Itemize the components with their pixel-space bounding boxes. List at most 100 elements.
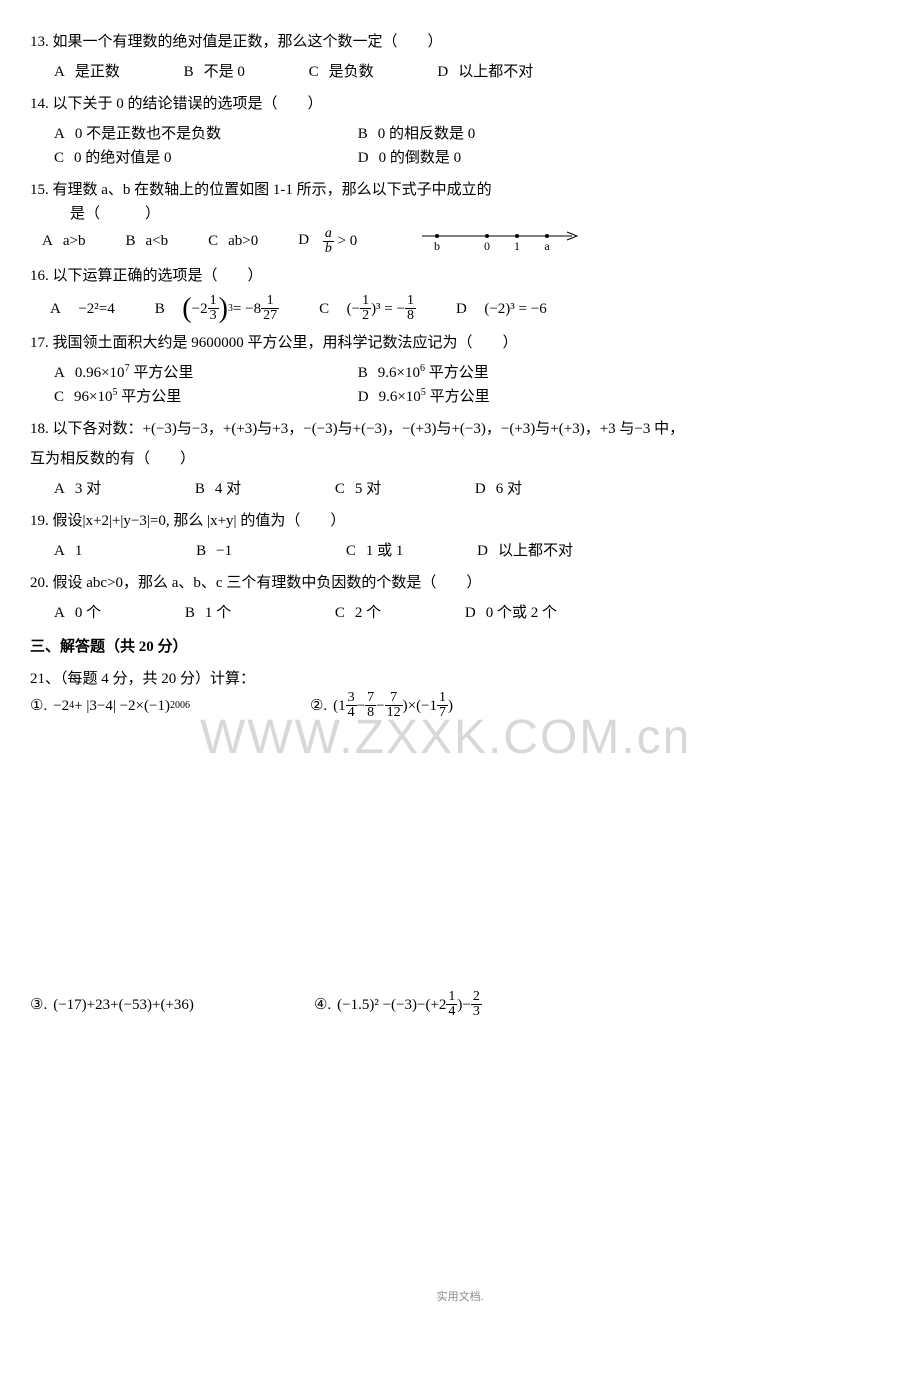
q18-opt-d: D6 对 [475,477,522,501]
c4f2n: 2 [471,990,482,1005]
q13-opt-d: D以上都不对 [437,60,533,84]
work-space-2 [30,1029,890,1249]
q15-b-text: a<b [145,233,168,249]
q20-opt-a: A0 个 [54,601,101,625]
c2f3d: 12 [385,706,403,720]
calc2-f4: 17 [437,691,448,720]
svg-text:1: 1 [514,239,520,253]
q16-b-eq: = −8 [233,297,261,321]
q14-b-text: 0 的相反数是 0 [378,126,476,142]
c4f1d: 4 [446,1005,457,1019]
q16-options: A −2²=4 B ( −2 1 3 )3 = −8 1 27 C (− 1 [30,294,890,323]
question-14: 14. 以下关于 0 的结论错误的选项是（ ） A0 不是正数也不是负数 B0 … [30,92,890,170]
q15-d-suf: > 0 [338,232,358,248]
page-content: 13. 如果一个有理数的绝对值是正数，那么这个数一定（ ） A是正数 B不是 0… [30,30,890,1307]
q16-opt-a: A −2²=4 [50,297,115,321]
c4f2d: 3 [471,1005,482,1019]
c2f3n: 7 [385,691,403,706]
c2f2d: 8 [365,706,376,720]
calc4-f1: 14 [446,990,457,1019]
q18-opt-b: B4 对 [195,477,241,501]
c2f4n: 1 [437,691,448,706]
question-20: 20. 假设 abc>0，那么 a、b、c 三个有理数中负因数的个数是（ ） A… [30,571,890,625]
q17-options: A0.96×107 平方公里 B9.6×106 平方公里 C96×105 平方公… [30,361,890,409]
q15-c-text: ab>0 [228,233,258,249]
q14-opt-c: C0 的绝对值是 0 [54,146,294,170]
q16-b-lden: 3 [208,309,219,323]
q15-a-text: a>b [63,233,86,249]
q16-opt-c: C (− 1 2 )³ = − 1 8 [319,294,416,323]
q16-c-mid: )³ = − [371,297,405,321]
question-19: 19. 假设|x+2|+|y−3|=0, 那么 |x+y| 的值为（ ） A1 … [30,509,890,563]
q16-b-rhs-frac: 1 27 [261,294,279,323]
q17-b-suf: 平方公里 [425,365,489,381]
q20-b-text: 1 个 [205,605,231,621]
calc-row-2: ③. (−17)+23+(−53)+(+36) ④. (−1.5)² −(−3)… [30,990,890,1019]
q16-c-rfrac: 1 8 [405,294,416,323]
q14-opt-b: B0 的相反数是 0 [358,122,476,146]
q17-opt-b: B9.6×106 平方公里 [358,361,489,385]
q15-d-den: b [323,242,334,256]
svg-text:a: a [545,239,551,253]
section-3-title: 三、解答题（共 20 分） [30,635,890,659]
q19-opt-b: B−1 [196,539,232,563]
q16-b-rnum: 1 [261,294,279,309]
q13-options: A是正数 B不是 0 C是负数 D以上都不对 [30,60,890,84]
q16-c-pre: (− [347,297,360,321]
question-13: 13. 如果一个有理数的绝对值是正数，那么这个数一定（ ） A是正数 B不是 0… [30,30,890,84]
q16-b-rden: 27 [261,309,279,323]
q19-opt-c: C1 或 1 [346,539,404,563]
q19-options: A1 B−1 C1 或 1 D以上都不对 [30,539,890,563]
calc2-label: ②. [310,694,327,718]
q16-d-text: (−2)³ = −6 [484,297,546,321]
q13-b-text: 不是 0 [204,64,245,80]
calc1-label: ①. [30,694,47,718]
q17-b-pre: 9.6×10 [378,365,420,381]
q19-b-text: −1 [216,543,232,559]
q16-c-rnum: 1 [405,294,416,309]
c2f2n: 7 [365,691,376,706]
question-16: 16. 以下运算正确的选项是（ ） A −2²=4 B ( −2 1 3 )3 … [30,264,890,323]
q14-d-text: 0 的倒数是 0 [379,150,462,166]
q20-a-text: 0 个 [75,605,101,621]
q19-opt-d: D以上都不对 [477,539,573,563]
q19-text: 19. 假设|x+2|+|y−3|=0, 那么 |x+y| 的值为（ ） [30,509,890,533]
calc1-mid: + |3−4| −2×(−1) [74,694,170,718]
calc-3: ③. (−17)+23+(−53)+(+36) [30,990,194,1019]
calc2-suf: ) [448,694,453,718]
q17-opt-a: A0.96×107 平方公里 [54,361,294,385]
q17-c-suf: 平方公里 [117,389,181,405]
c2f1n: 3 [346,691,357,706]
q20-opt-b: B1 个 [185,601,231,625]
q19-d-text: 以上都不对 [498,543,573,559]
q18-options: A3 对 B4 对 C5 对 D6 对 [30,477,890,501]
question-18: 18. 以下各对数：+(−3)与−3，+(+3)与+3，−(−3)与+(−3)，… [30,417,890,501]
q13-c-text: 是负数 [329,64,374,80]
q16-b-lhs-whole: −2 [192,297,208,321]
q14-c-text: 0 的绝对值是 0 [74,150,172,166]
q13-d-text: 以上都不对 [458,64,533,80]
q15-text2: 是（ ） [30,202,890,226]
q15-d-num: a [323,227,334,242]
c2f4d: 7 [437,706,448,720]
q19-opt-a: A1 [54,539,82,563]
calc4-label: ④. [314,993,331,1017]
q20-text: 20. 假设 abc>0，那么 a、b、c 三个有理数中负因数的个数是（ ） [30,571,890,595]
q20-d-text: 0 个或 2 个 [486,605,557,621]
q14-a-text: 0 不是正数也不是负数 [75,126,221,142]
calc2-f3: 712 [385,691,403,720]
q19-a-text: 1 [75,543,83,559]
c2f1d: 4 [346,706,357,720]
q17-a-pre: 0.96×10 [75,365,125,381]
q17-opt-c: C96×105 平方公里 [54,385,294,409]
q20-options: A0 个 B1 个 C2 个 D0 个或 2 个 [30,601,890,625]
calc2-f1: 34 [346,691,357,720]
calc2-f2: 78 [365,691,376,720]
q14-text: 14. 以下关于 0 的结论错误的选项是（ ） [30,92,890,116]
q13-opt-a: A是正数 [54,60,120,84]
q15-opt-c: Cab>0 [208,229,258,253]
q15-options: Aa>b Ba<b Cab>0 D a b > 0 b01a [30,226,890,256]
q18-a-text: 3 对 [75,481,101,497]
q18-text2: 互为相反数的有（ ） [30,447,890,471]
q16-b-lhs-frac: 1 3 [208,294,219,323]
